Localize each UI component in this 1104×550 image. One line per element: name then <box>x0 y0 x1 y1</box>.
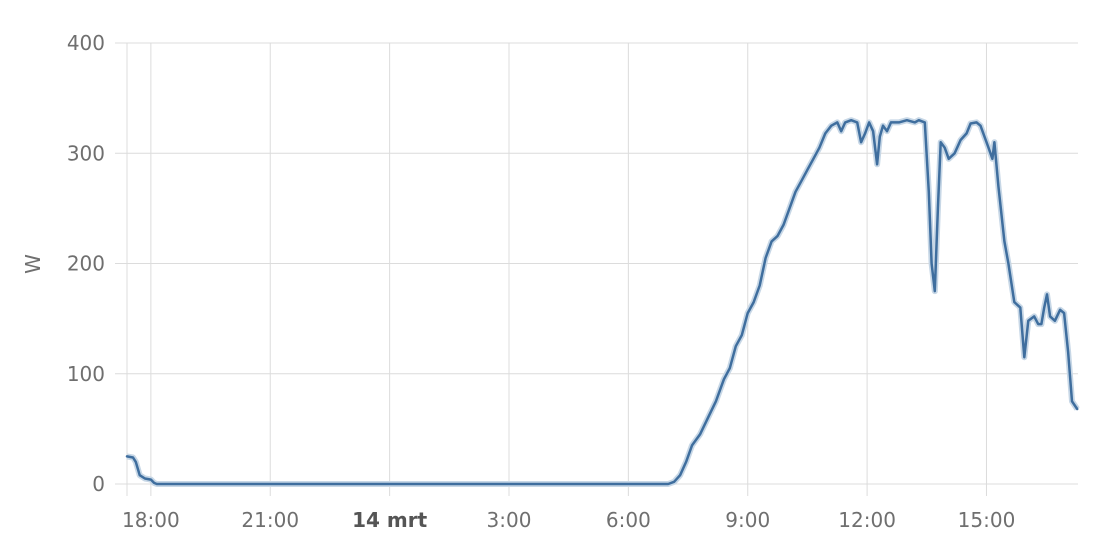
y-tick-label: 400 <box>67 31 105 55</box>
x-tick-label: 15:00 <box>958 508 1016 532</box>
x-axis: 18:00 21:00 14 mrt 3:00 6:00 9:00 12:00 15:00 <box>122 508 1015 532</box>
y-tick-label: 200 <box>67 252 105 276</box>
x-tick-label: 14 mrt <box>352 508 427 532</box>
x-tick-label: 21:00 <box>241 508 299 532</box>
y-axis-label: W <box>21 254 45 274</box>
x-tick-label: 3:00 <box>487 508 532 532</box>
y-axis: 0 100 200 300 400 <box>67 31 105 496</box>
x-tick-label: 18:00 <box>122 508 180 532</box>
series-line[interactable] <box>125 118 1079 486</box>
y-tick-label: 300 <box>67 141 105 165</box>
x-tick-label: 6:00 <box>606 508 651 532</box>
x-tick-label: 9:00 <box>725 508 770 532</box>
y-tick-label: 100 <box>67 362 105 386</box>
series-band <box>126 117 1080 487</box>
series <box>125 117 1080 487</box>
x-tick-label: 12:00 <box>838 508 896 532</box>
grid <box>115 42 1078 496</box>
y-tick-label: 0 <box>92 472 105 496</box>
